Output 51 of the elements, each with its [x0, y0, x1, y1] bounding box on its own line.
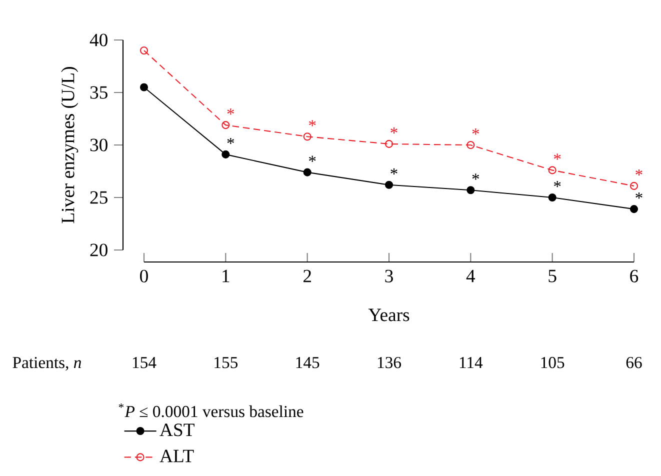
annotation: *: [390, 168, 398, 174]
point: [466, 140, 475, 150]
legend-label: ALT: [160, 450, 194, 462]
point: [630, 205, 638, 214]
annotation: *: [308, 120, 316, 126]
annotation: *: [636, 169, 642, 176]
point: [222, 121, 230, 130]
point: [548, 193, 556, 202]
annotation: *: [472, 128, 480, 135]
y-tick-label: 40: [90, 34, 108, 46]
text: 145: [296, 357, 320, 368]
point: [384, 140, 394, 148]
annotation: *: [636, 192, 642, 199]
annotation: *: [227, 108, 234, 115]
x-tick-label: 0: [140, 270, 148, 282]
point: [303, 132, 312, 141]
text: 155: [214, 357, 238, 368]
point: [222, 150, 230, 158]
y-tick-label: 35: [90, 86, 108, 99]
x-axis-title: Years: [368, 308, 410, 322]
y-tick-label: 20: [90, 244, 108, 256]
text: 136: [378, 356, 402, 368]
point: [303, 168, 312, 176]
point: [548, 166, 556, 174]
point: [384, 180, 394, 189]
text: Patients, n: [12, 356, 82, 371]
x-tick-label: 2: [303, 270, 311, 282]
legend-label: AST: [160, 424, 194, 436]
annotation: *: [227, 138, 234, 144]
annotation: *: [554, 154, 561, 160]
annotation: *: [308, 156, 316, 162]
point: [140, 83, 148, 92]
point: [466, 186, 475, 194]
y-axis-title: Liver enzymes (U/L): [61, 67, 78, 224]
x-tick-label: 1: [222, 270, 230, 282]
annotation: *: [390, 127, 398, 134]
x-tick-label: 6: [630, 270, 638, 282]
y-tick-label: 30: [90, 138, 108, 152]
text: 105: [541, 356, 564, 368]
x-tick-label: 4: [466, 270, 476, 282]
point: [630, 182, 638, 190]
annotation: *: [554, 180, 561, 188]
x-tick-label: 5: [548, 270, 556, 282]
text: 154: [132, 357, 156, 368]
text: 66: [626, 356, 642, 368]
text: 114: [460, 357, 483, 368]
point: [140, 46, 148, 55]
text: $^{*}$P ≤ 0.0001 versus baseline: [118, 404, 304, 418]
annotation: *: [472, 174, 480, 180]
y-tick-label: 25: [90, 191, 108, 204]
x-tick-label: 3: [385, 270, 393, 282]
